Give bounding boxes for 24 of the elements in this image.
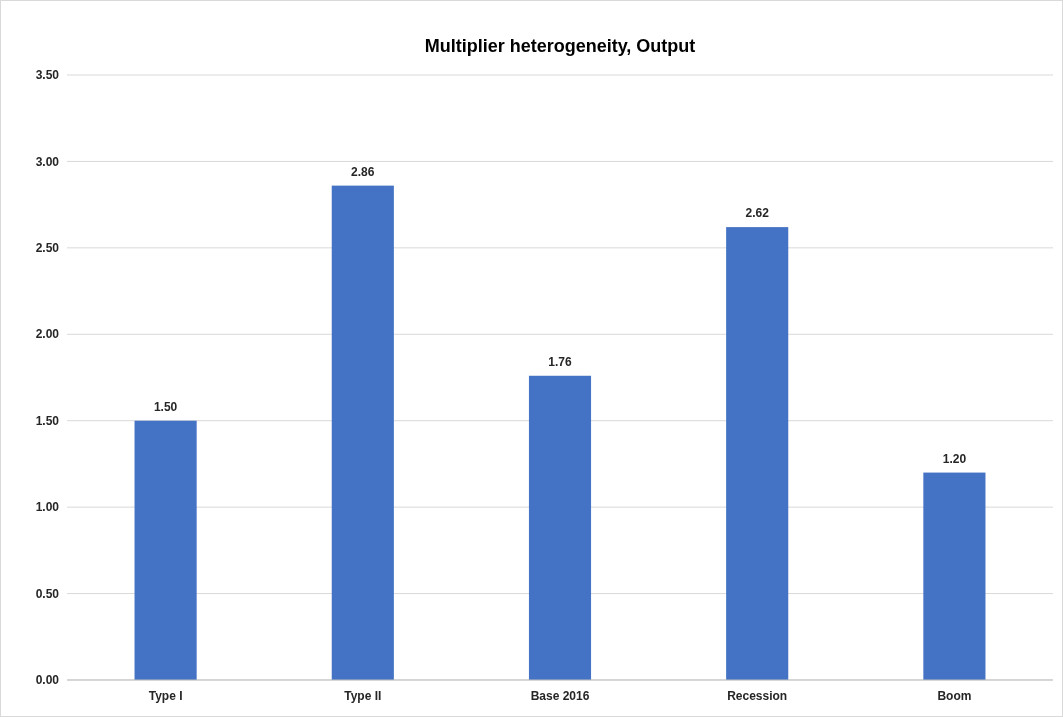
bar — [331, 185, 394, 680]
y-tick-label: 1.50 — [35, 413, 60, 428]
x-tick-label: Boom — [937, 689, 972, 703]
y-tick-label: 0.50 — [35, 586, 60, 601]
x-tick-label: Base 2016 — [530, 689, 590, 703]
bar — [726, 227, 789, 680]
data-label: 1.50 — [153, 399, 178, 414]
data-label: 1.76 — [548, 354, 572, 369]
data-label: 1.20 — [942, 451, 967, 466]
bar — [528, 375, 592, 680]
y-tick-label: 3.00 — [35, 154, 60, 169]
x-tick-label: Type II — [344, 689, 382, 703]
y-tick-label: 1.00 — [35, 500, 60, 515]
x-tick-label: Type I — [148, 689, 183, 703]
data-label: 2.62 — [745, 206, 770, 221]
bar — [923, 472, 986, 680]
y-tick-label: 0.00 — [35, 673, 60, 688]
y-tick-label: 3.50 — [35, 68, 60, 83]
y-tick-label: 2.00 — [35, 327, 60, 342]
y-tick-label: 2.50 — [35, 241, 60, 256]
x-tick-label: Recession — [727, 689, 788, 703]
bar — [134, 420, 197, 680]
data-label: 2.86 — [351, 164, 375, 179]
chart-title: Multiplier heterogeneity, Output — [424, 36, 696, 56]
